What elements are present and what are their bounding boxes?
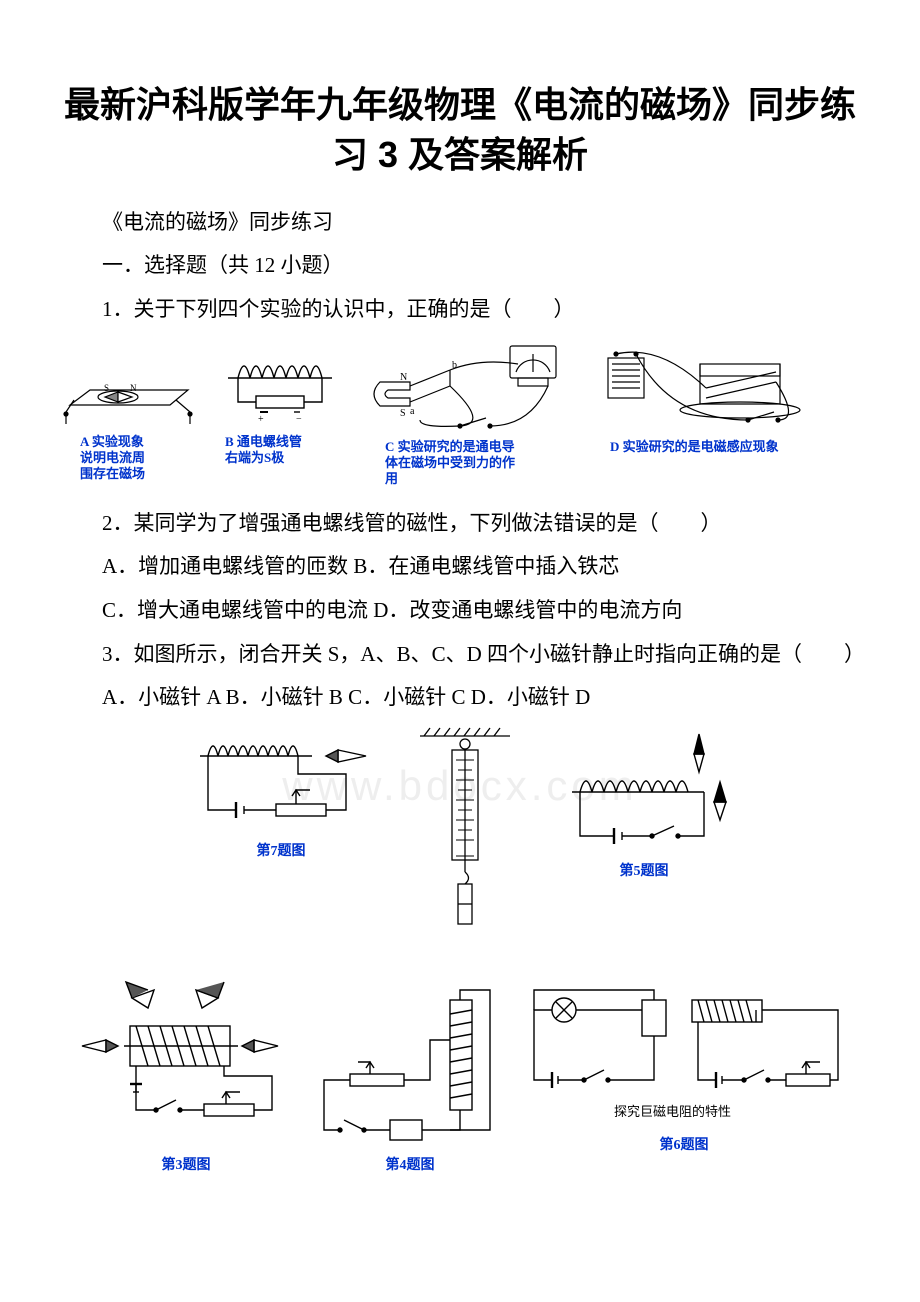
circuit-q4-icon: L 电源 S P	[310, 980, 510, 1150]
fig-4-spring: 00 11 22 33 44 55 S N	[400, 726, 530, 966]
q1-caption-C: C 实验研究的是通电导体在磁场中受到力的作用	[385, 439, 565, 488]
q1-fig-A: S N A 实验现象说明电流周围存在磁场	[60, 340, 200, 483]
q1-fig-D: + − N S D 实验研究的是电磁感应现象	[600, 340, 850, 455]
svg-text:N: N	[361, 739, 370, 751]
figure-grid: A B N S P 第7题图	[60, 726, 860, 1178]
q2-options-ab: A．增加通电螺线管的匝数 B．在通电螺线管中插入铁芯	[60, 549, 860, 585]
svg-text:S: S	[662, 839, 669, 853]
circuit-q7-icon: A B N S P	[176, 726, 386, 836]
svg-text:L: L	[478, 1048, 486, 1063]
q1-caption-B: B 通电螺线管右端为S极	[225, 434, 335, 467]
svg-text:B: B	[316, 746, 324, 761]
q1-stem: 1．关于下列四个实验的认识中，正确的是（ ）	[60, 292, 860, 328]
svg-text:5: 5	[444, 852, 448, 861]
fig-4: L 电源 S P 第4题图	[310, 980, 510, 1178]
svg-text:S₁: S₁	[748, 1083, 759, 1097]
svg-text:B: B	[154, 1001, 161, 1013]
fig4-label: 第4题图	[386, 1154, 435, 1178]
svg-text:S: S	[400, 408, 406, 419]
svg-text:N: N	[461, 912, 468, 923]
solenoid-icon: + −	[210, 340, 350, 430]
svg-text:N: N	[79, 1029, 88, 1041]
svg-text:a: a	[410, 406, 415, 417]
svg-text:−: −	[296, 414, 302, 425]
svg-text:0: 0	[444, 756, 448, 765]
svg-text:P: P	[824, 1055, 831, 1069]
svg-text:N: N	[275, 1029, 284, 1041]
circuit-q3-icon: N B N C N A N D	[76, 980, 296, 1150]
svg-text:A: A	[189, 746, 198, 761]
circuit-q5-icon: N N S	[544, 726, 744, 856]
svg-text:S: S	[461, 890, 467, 901]
svg-text:N: N	[730, 777, 738, 789]
q1-figure-row: S N A 实验现象说明电流周围存在磁场 + − B 通电螺线管	[60, 340, 860, 488]
q3-options: A．小磁针 A B．小磁针 B C．小磁针 C D．小磁针 D	[60, 680, 860, 716]
q1-caption-A: A 实验现象说明电流周围存在磁场	[80, 434, 180, 483]
fig-6: S₂ 巨 磁 电 阻 电磁铁 S₁	[524, 980, 844, 1158]
svg-text:4: 4	[444, 836, 448, 845]
q3-stem: 3．如图所示，闭合开关 S，A、B、C、D 四个小磁针静止时指向正确的是（ ）	[60, 637, 860, 673]
spring-scale-icon: 00 11 22 33 44 55 S N	[400, 726, 530, 966]
svg-text:S: S	[770, 406, 776, 417]
fig3-label: 第3题图	[162, 1154, 211, 1178]
src-label: 电源	[394, 1123, 416, 1137]
fig7-label: 第7题图	[257, 840, 306, 864]
fig-5: N N S 第5题图	[544, 726, 744, 884]
fig6-label: 第6题图	[660, 1134, 709, 1158]
q2-stem: 2．某同学为了增强通电螺线管的磁性，下列做法错误的是（ ）	[60, 506, 860, 542]
fig-3: N B N C N A N D	[76, 980, 296, 1178]
section-heading: 一．选择题（共 12 小题）	[60, 248, 860, 284]
oersted-experiment-icon: S N	[60, 340, 200, 430]
svg-text:S: S	[326, 761, 332, 773]
svg-text:N: N	[708, 731, 716, 743]
svg-text:D: D	[261, 1055, 270, 1067]
svg-text:S: S	[348, 1133, 355, 1147]
svg-text:N: N	[130, 383, 137, 393]
page-title: 最新沪科版学年九年级物理《电流的磁场》同步练习 3 及答案解析	[60, 80, 860, 181]
q1-fig-C: N S b a C 实验研究的是通电导体在磁场中受到力的作用	[360, 340, 590, 488]
svg-text:N: N	[225, 981, 234, 993]
svg-text:磁: 磁	[645, 1012, 653, 1022]
svg-text:电磁铁: 电磁铁	[768, 1006, 801, 1019]
svg-text:S: S	[104, 383, 109, 393]
svg-text:N: N	[400, 372, 407, 383]
fig5-label: 第5题图	[620, 860, 669, 884]
svg-text:+: +	[612, 342, 617, 352]
svg-text:电: 电	[645, 1022, 653, 1032]
svg-text:C: C	[186, 1001, 194, 1013]
motor-force-icon: + − N S	[600, 340, 850, 435]
svg-text:A: A	[91, 1055, 99, 1067]
svg-text:S₂: S₂	[588, 1083, 599, 1097]
fig-7: A B N S P 第7题图	[176, 726, 386, 864]
svg-text:1: 1	[444, 776, 448, 785]
svg-text:S: S	[162, 1113, 168, 1127]
gmr-title: 探究巨磁电阻的特性	[614, 1104, 731, 1119]
svg-text:3: 3	[444, 816, 448, 825]
svg-text:−: −	[634, 342, 639, 352]
svg-text:P: P	[348, 1055, 355, 1069]
circuit-q6-icon: S₂ 巨 磁 电 阻 电磁铁 S₁	[524, 980, 844, 1130]
svg-text:巨: 巨	[645, 1003, 653, 1012]
svg-text:+: +	[258, 414, 264, 425]
subtitle-line: 《电流的磁场》同步练习	[60, 205, 860, 241]
svg-text:2: 2	[444, 796, 448, 805]
q1-caption-D: D 实验研究的是电磁感应现象	[610, 439, 840, 455]
svg-text:P: P	[311, 783, 320, 797]
svg-text:N: N	[704, 354, 711, 365]
induction-galvanometer-icon: N S b a	[360, 340, 590, 435]
q2-options-cd: C．增大通电螺线管中的电流 D．改变通电螺线管中的电流方向	[60, 593, 860, 629]
q1-fig-B: + − B 通电螺线管右端为S极	[210, 340, 350, 467]
